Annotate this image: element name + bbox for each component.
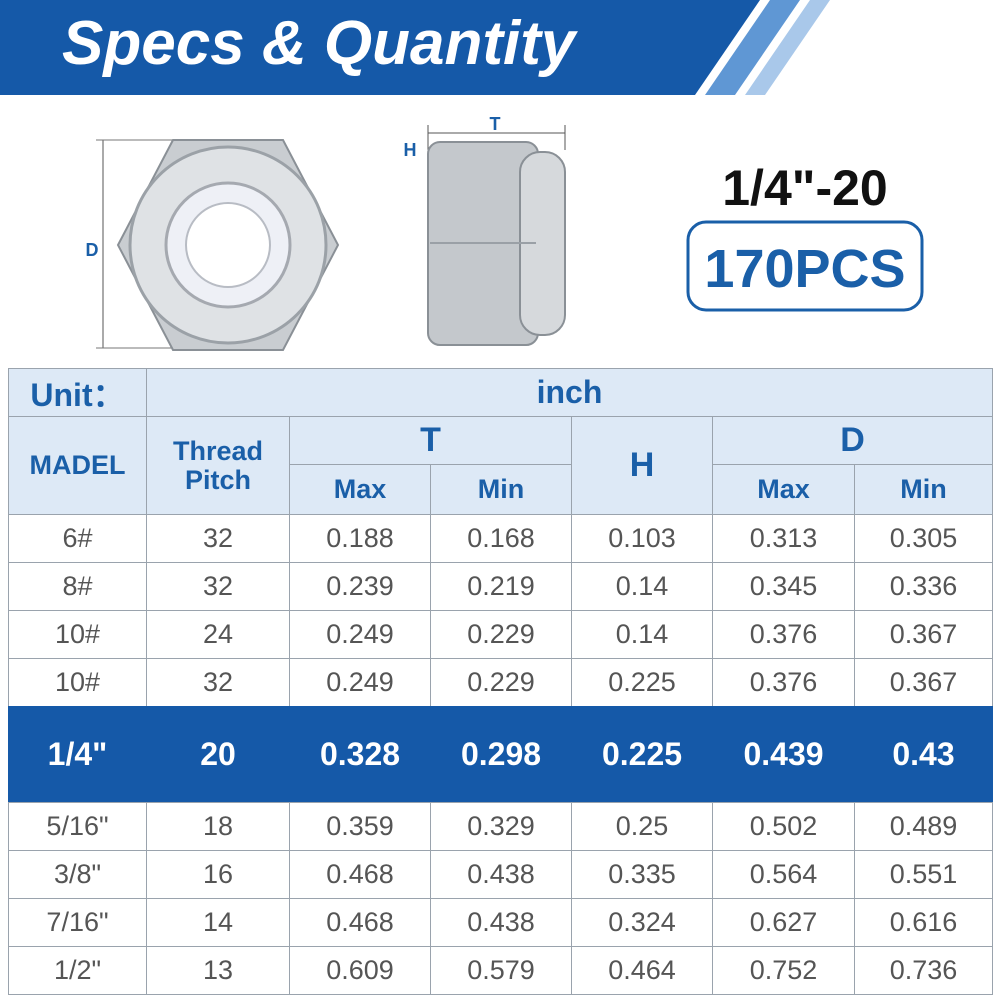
- table-cell: 0.219: [430, 562, 572, 611]
- table-cell: 0.438: [430, 898, 572, 947]
- table-cell: 0.367: [854, 658, 993, 707]
- header-cell: MADEL: [8, 416, 147, 515]
- table-cell: 0.229: [430, 610, 572, 659]
- table-cell: 0.359: [289, 802, 431, 851]
- table-cell: 0.336: [854, 562, 993, 611]
- header-cell: T: [289, 416, 572, 465]
- unit-label: Unit：: [8, 368, 147, 417]
- table-cell: 0.335: [571, 850, 713, 899]
- table-cell: 0.305: [854, 514, 993, 563]
- table-cell: 5/16": [8, 802, 147, 851]
- table-cell: 0.752: [712, 946, 855, 995]
- table-cell: 0.609: [289, 946, 431, 995]
- table-cell: 3/8": [8, 850, 147, 899]
- header-cell: H: [571, 416, 713, 515]
- table-cell: 16: [146, 850, 290, 899]
- stripe: [705, 0, 800, 95]
- header-cell: Min: [430, 464, 572, 515]
- table-cell: 10#: [8, 610, 147, 659]
- table-cell: 32: [146, 514, 290, 563]
- unit: inch: [146, 368, 993, 417]
- table-cell: 0.564: [712, 850, 855, 899]
- table-cell: 0.464: [571, 946, 713, 995]
- table-cell: 0.298: [430, 706, 572, 803]
- table-cell: 32: [146, 658, 290, 707]
- table-cell: 7/16": [8, 898, 147, 947]
- table-cell: 0.438: [430, 850, 572, 899]
- table-cell: 0.376: [712, 610, 855, 659]
- table-cell: 18: [146, 802, 290, 851]
- stripe: [745, 0, 830, 95]
- table-cell: 0.367: [854, 610, 993, 659]
- table-cell: 0.329: [430, 802, 572, 851]
- d-label: D: [86, 240, 99, 260]
- table-cell: 8#: [8, 562, 147, 611]
- table-cell: 20: [146, 706, 290, 803]
- header-band: [0, 0, 760, 95]
- table-cell: 0.225: [571, 658, 713, 707]
- table-cell: 14: [146, 898, 290, 947]
- table-cell: 0.313: [712, 514, 855, 563]
- table-cell: 0.502: [712, 802, 855, 851]
- table-cell: 13: [146, 946, 290, 995]
- table-cell: 0.168: [430, 514, 572, 563]
- table-cell: 0.616: [854, 898, 993, 947]
- table-cell: 0.439: [712, 706, 855, 803]
- table-cell: 0.551: [854, 850, 993, 899]
- table-cell: 32: [146, 562, 290, 611]
- table-cell: 1/4": [8, 706, 147, 803]
- table-cell: 0.249: [289, 658, 431, 707]
- table-cell: 0.14: [571, 610, 713, 659]
- qty-box: [686, 220, 924, 312]
- size: 1/4"-20: [722, 160, 887, 216]
- h-label: H: [404, 140, 417, 160]
- table-cell: 0.188: [289, 514, 431, 563]
- table-cell: 0.324: [571, 898, 713, 947]
- table-cell: 1/2": [8, 946, 147, 995]
- table-cell: 24: [146, 610, 290, 659]
- quantity: 170PCS: [704, 239, 905, 299]
- header-cell: Max: [712, 464, 855, 515]
- nut-hole: [185, 202, 271, 288]
- table-cell: 0.376: [712, 658, 855, 707]
- t-label: T: [490, 114, 501, 134]
- header-cell: D: [712, 416, 993, 465]
- table-cell: 0.225: [571, 706, 713, 803]
- table-cell: 0.468: [289, 850, 431, 899]
- table-cell: 0.103: [571, 514, 713, 563]
- table-cell: 0.468: [289, 898, 431, 947]
- table-cell: 0.736: [854, 946, 993, 995]
- table-cell: 0.25: [571, 802, 713, 851]
- table-cell: 0.14: [571, 562, 713, 611]
- table-cell: 0.627: [712, 898, 855, 947]
- table-cell: 0.328: [289, 706, 431, 803]
- table-cell: 0.345: [712, 562, 855, 611]
- table-cell: 6#: [8, 514, 147, 563]
- header-cell: Thread Pitch: [146, 416, 290, 515]
- table-cell: 10#: [8, 658, 147, 707]
- top-graphic: Specs & Quantity D T H 1/4"-20 170PCS: [0, 0, 924, 351]
- table-cell: 0.239: [289, 562, 431, 611]
- header-cell: Max: [289, 464, 431, 515]
- table-cell: 0.229: [430, 658, 572, 707]
- title: Specs & Quantity: [62, 9, 579, 78]
- table-cell: 0.249: [289, 610, 431, 659]
- table-cell: 0.579: [430, 946, 572, 995]
- table-cell: 0.43: [854, 706, 993, 803]
- table-cell: 0.489: [854, 802, 993, 851]
- header-cell: Min: [854, 464, 993, 515]
